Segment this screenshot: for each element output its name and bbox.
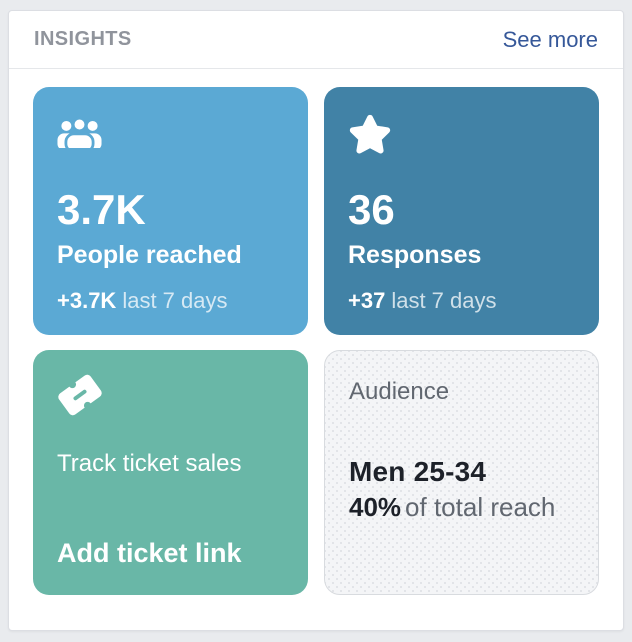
- responses-delta: +37 last 7 days: [348, 287, 575, 315]
- ticket-sales-card[interactable]: Track ticket sales Add ticket link: [33, 350, 308, 595]
- audience-card[interactable]: Audience Men 25-34 40% of total reach: [324, 350, 599, 595]
- audience-title: Audience: [349, 378, 450, 405]
- delta-period: last 7 days: [391, 288, 497, 313]
- audience-stat-label: of total reach: [405, 492, 556, 522]
- people-reached-value: 3.7K: [57, 186, 146, 233]
- star-icon: [348, 109, 575, 155]
- audience-stat-value: 40%: [349, 492, 402, 522]
- people-reached-delta: +3.7K last 7 days: [57, 287, 284, 315]
- people-reached-card[interactable]: 3.7K People reached +3.7K last 7 days: [33, 87, 308, 335]
- delta-value: +37: [348, 288, 386, 313]
- responses-value: 36: [348, 186, 395, 233]
- insights-panel: INSIGHTS See more 3.7K: [8, 10, 624, 631]
- insights-card-grid: 3.7K People reached +3.7K last 7 days 36 …: [9, 69, 623, 630]
- audience-stat: 40% of total reach: [349, 491, 574, 523]
- panel-title: INSIGHTS: [34, 28, 132, 50]
- see-more-link[interactable]: See more: [502, 26, 598, 52]
- panel-header: INSIGHTS See more: [9, 11, 623, 69]
- delta-period: last 7 days: [122, 288, 228, 313]
- audience-segment: Men 25-34: [349, 456, 487, 487]
- ticket-sales-label: Track ticket sales: [57, 450, 242, 477]
- add-ticket-link-button[interactable]: Add ticket link: [57, 538, 242, 568]
- delta-value: +3.7K: [57, 288, 117, 313]
- people-reached-label: People reached: [57, 241, 242, 269]
- ticket-icon: [57, 372, 284, 418]
- responses-card[interactable]: 36 Responses +37 last 7 days: [324, 87, 599, 335]
- people-group-icon: [57, 109, 284, 155]
- responses-label: Responses: [348, 241, 482, 269]
